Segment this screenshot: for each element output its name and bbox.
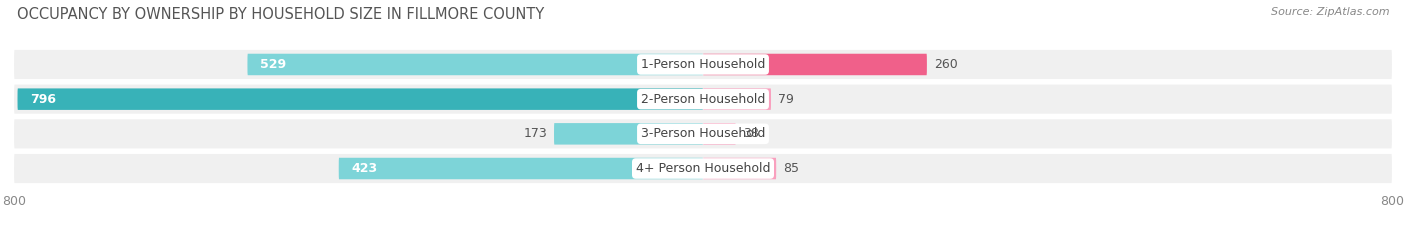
FancyBboxPatch shape bbox=[14, 154, 1392, 183]
Text: 1-Person Household: 1-Person Household bbox=[641, 58, 765, 71]
Text: Source: ZipAtlas.com: Source: ZipAtlas.com bbox=[1271, 7, 1389, 17]
Text: 2-Person Household: 2-Person Household bbox=[641, 93, 765, 106]
FancyBboxPatch shape bbox=[247, 54, 703, 75]
FancyBboxPatch shape bbox=[14, 119, 1392, 148]
FancyBboxPatch shape bbox=[703, 123, 735, 145]
Text: 796: 796 bbox=[31, 93, 56, 106]
Text: OCCUPANCY BY OWNERSHIP BY HOUSEHOLD SIZE IN FILLMORE COUNTY: OCCUPANCY BY OWNERSHIP BY HOUSEHOLD SIZE… bbox=[17, 7, 544, 22]
FancyBboxPatch shape bbox=[703, 158, 776, 179]
Text: 173: 173 bbox=[523, 127, 547, 140]
Text: 38: 38 bbox=[742, 127, 758, 140]
Text: 529: 529 bbox=[260, 58, 287, 71]
FancyBboxPatch shape bbox=[14, 85, 1392, 114]
Text: 79: 79 bbox=[778, 93, 794, 106]
FancyBboxPatch shape bbox=[17, 88, 703, 110]
Text: 260: 260 bbox=[934, 58, 957, 71]
Text: 85: 85 bbox=[783, 162, 799, 175]
FancyBboxPatch shape bbox=[14, 50, 1392, 79]
FancyBboxPatch shape bbox=[339, 158, 703, 179]
Text: 4+ Person Household: 4+ Person Household bbox=[636, 162, 770, 175]
Text: 3-Person Household: 3-Person Household bbox=[641, 127, 765, 140]
FancyBboxPatch shape bbox=[703, 88, 770, 110]
FancyBboxPatch shape bbox=[703, 54, 927, 75]
FancyBboxPatch shape bbox=[554, 123, 703, 145]
Text: 423: 423 bbox=[352, 162, 378, 175]
